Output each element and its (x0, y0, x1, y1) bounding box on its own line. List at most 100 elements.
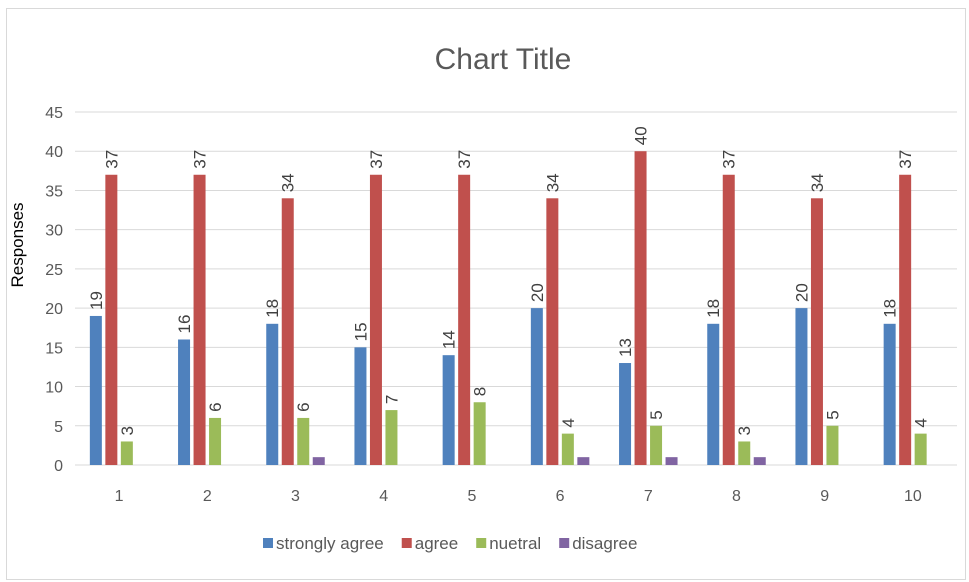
x-tick-label: 5 (467, 488, 476, 505)
y-tick-label: 15 (45, 340, 63, 357)
data-label: 4 (912, 418, 931, 427)
bars (89, 151, 927, 466)
legend-swatch-strongly-agree (263, 538, 273, 548)
bar-nuetral-8 (738, 441, 751, 465)
y-axis-label: Responses (8, 202, 27, 287)
x-tick-labels: 1 2 3 4 5 6 7 8 9 10 (115, 488, 922, 505)
bar-agree-6 (546, 198, 559, 466)
data-label: 40 (632, 126, 651, 145)
data-label: 20 (528, 283, 547, 302)
x-tick-label: 9 (820, 488, 829, 505)
data-label: 37 (367, 150, 386, 169)
bar-agree-7 (634, 151, 647, 465)
bar-nuetral-9 (826, 425, 839, 465)
bar-agree-4 (369, 174, 382, 465)
bar-strongly-agree-8 (707, 323, 720, 465)
bar-nuetral-7 (650, 425, 663, 465)
data-label: 7 (382, 395, 401, 404)
data-label: 14 (440, 330, 459, 349)
y-tick-label: 35 (45, 183, 63, 200)
chart-frame: Chart Title Responses 0 5 10 15 20 25 30 35 40 45… (6, 8, 966, 580)
chart-svg: Chart Title Responses 051015202530354045… (8, 43, 957, 553)
data-label: 18 (704, 299, 723, 318)
y-tick-label: 10 (45, 380, 63, 397)
data-label: 18 (881, 299, 900, 318)
x-tick-label: 7 (644, 488, 653, 505)
data-label: 34 (279, 173, 298, 192)
data-label: 37 (455, 150, 474, 169)
bar-strongly-agree-9 (795, 308, 808, 465)
data-label: 18 (263, 299, 282, 318)
data-label: 37 (102, 150, 121, 169)
legend: strongly agree agree nuetral disagree (263, 534, 637, 553)
bar-nuetral-5 (473, 402, 486, 465)
bar-disagree-8 (753, 457, 766, 465)
data-label: 3 (735, 426, 754, 435)
bar-strongly-agree-3 (266, 323, 279, 465)
bar-strongly-agree-1 (89, 315, 102, 465)
data-labels: 19 37 3 16 37 6 18 34 6 15 37 7 14 37 8 20 34 4 13 40 5 18 37 3… (87, 126, 931, 435)
y-tick-label: 45 (45, 105, 63, 122)
bar-nuetral-6 (561, 433, 574, 465)
bar-nuetral-2 (209, 417, 222, 465)
legend-swatch-agree (401, 538, 412, 548)
data-label: 19 (87, 291, 106, 310)
data-label: 34 (543, 173, 562, 192)
gridlines (75, 111, 957, 466)
data-label: 37 (191, 150, 210, 169)
data-label: 37 (896, 150, 915, 169)
bar-disagree-7 (665, 457, 678, 465)
bar-strongly-agree-10 (883, 323, 896, 465)
y-tick-labels: 0 5 10 15 20 25 30 35 40 45 (45, 105, 63, 475)
y-tick-label: 25 (45, 262, 63, 279)
y-tick-label: 5 (54, 419, 63, 436)
x-tick-label: 8 (732, 488, 741, 505)
bar-strongly-agree-4 (354, 347, 367, 465)
bar-nuetral-10 (914, 433, 927, 465)
data-label: 37 (720, 150, 739, 169)
data-label: 3 (118, 426, 137, 435)
data-label: 6 (206, 402, 225, 411)
bar-nuetral-1 (120, 441, 133, 465)
y-tick-label: 20 (45, 301, 63, 318)
bar-agree-2 (193, 174, 206, 465)
bar-strongly-agree-5 (442, 355, 455, 465)
bar-disagree-6 (577, 457, 590, 465)
data-label: 8 (471, 387, 490, 396)
data-label: 16 (175, 315, 194, 334)
data-label: 15 (351, 322, 370, 341)
x-tick-label: 4 (379, 488, 388, 505)
bar-strongly-agree-6 (530, 308, 543, 465)
bar-strongly-agree-2 (178, 339, 191, 465)
bar-disagree-3 (312, 457, 325, 465)
legend-label: nuetral (489, 534, 541, 553)
legend-label: disagree (572, 534, 637, 553)
x-tick-label: 10 (904, 488, 922, 505)
data-label: 20 (792, 283, 811, 302)
bar-agree-1 (105, 174, 118, 465)
data-label: 13 (616, 338, 635, 357)
y-tick-label: 0 (54, 458, 63, 475)
data-label: 5 (823, 410, 842, 419)
legend-label: agree (415, 534, 458, 553)
x-tick-label: 6 (556, 488, 565, 505)
data-label: 5 (647, 410, 666, 419)
x-tick-label: 1 (115, 488, 124, 505)
bar-nuetral-3 (297, 417, 310, 465)
bar-agree-3 (281, 198, 294, 466)
legend-swatch-disagree (559, 538, 570, 548)
data-label: 6 (294, 402, 313, 411)
data-label: 34 (808, 173, 827, 192)
chart-title: Chart Title (435, 43, 572, 76)
bar-agree-5 (458, 174, 471, 465)
y-tick-label: 40 (45, 144, 63, 161)
x-tick-label: 3 (291, 488, 300, 505)
bar-strongly-agree-7 (619, 363, 632, 465)
x-tick-label: 2 (203, 488, 212, 505)
bar-nuetral-4 (385, 410, 398, 465)
bar-agree-10 (899, 174, 912, 465)
y-tick-label: 30 (45, 223, 63, 240)
legend-label: strongly agree (276, 534, 384, 553)
legend-swatch-nuetral (476, 538, 487, 548)
bar-agree-9 (810, 198, 823, 466)
